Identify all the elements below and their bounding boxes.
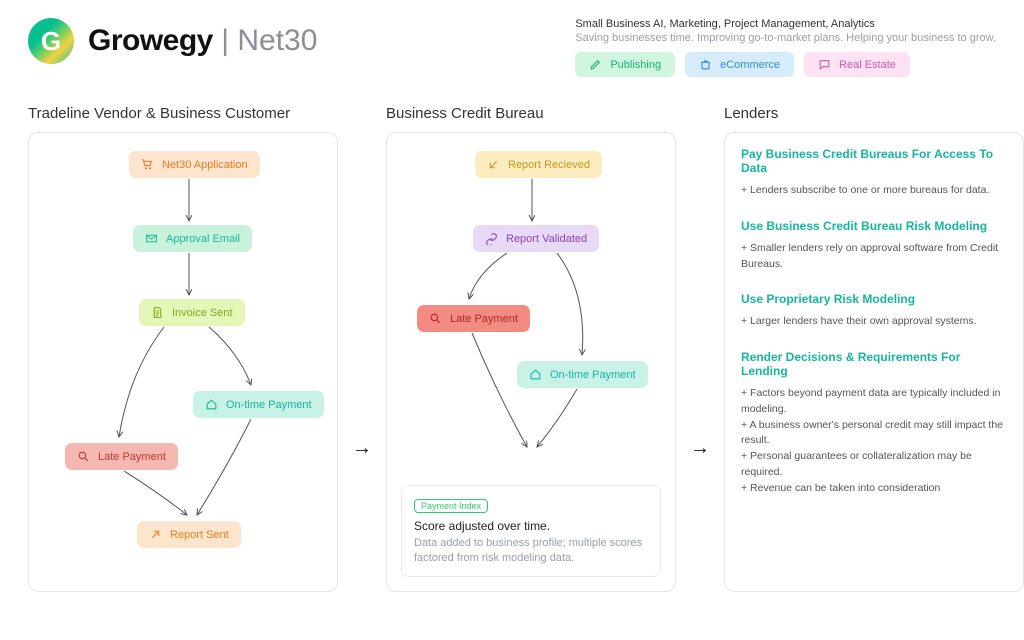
info-card: Payment Index Score adjusted over time. …: [401, 485, 661, 577]
brand-separator: |: [213, 24, 237, 57]
tagline: Small Business AI, Marketing, Project Ma…: [575, 18, 996, 77]
arrow-2-3: →: [690, 437, 710, 460]
node-ontime: On-time Payment: [517, 361, 648, 388]
node-label: Net30 Application: [162, 159, 248, 171]
section-title: Use Proprietary Risk Modeling: [741, 292, 1007, 306]
info-badge: Payment Index: [414, 499, 488, 513]
node-label: Approval Email: [166, 233, 240, 245]
col-3: Lenders Pay Business Credit Bureaus For …: [724, 105, 1024, 592]
chip-label: eCommerce: [720, 59, 780, 71]
section-item: + Personal guarantees or collateralizati…: [741, 449, 1007, 481]
node-label: Report Validated: [506, 233, 587, 245]
section-item: + Factors beyond payment data are typica…: [741, 386, 1007, 418]
cart-icon: [141, 158, 154, 171]
section-title: Pay Business Credit Bureaus For Access T…: [741, 147, 1007, 175]
bag-icon: [699, 58, 712, 71]
pen-icon: [589, 58, 602, 71]
in-icon: [487, 158, 500, 171]
section-item: + Smaller lenders rely on approval softw…: [741, 241, 1007, 273]
home-icon: [529, 368, 542, 381]
search-icon: [77, 450, 90, 463]
chip-ecommerce[interactable]: eCommerce: [685, 52, 794, 77]
arrow-1-2: →: [352, 437, 372, 460]
chip-real-estate[interactable]: Real Estate: [804, 52, 910, 77]
col-1-title: Tradeline Vendor & Business Customer: [28, 105, 338, 122]
col-1: Tradeline Vendor & Business Customer Net…: [28, 105, 338, 592]
col-2: Business Credit Bureau Payment Index Sco…: [386, 105, 676, 592]
chip-label: Real Estate: [839, 59, 896, 71]
brand-product: Net30: [237, 24, 317, 57]
section-title: Render Decisions & Requirements For Lend…: [741, 350, 1007, 378]
node-recv: Report Recieved: [475, 151, 602, 178]
node-report: Report Sent: [137, 521, 241, 548]
panel-lenders: Pay Business Credit Bureaus For Access T…: [724, 132, 1024, 592]
brand: G Growegy | Net30: [28, 18, 317, 64]
node-late: Late Payment: [65, 443, 178, 470]
lenders-section-3: Render Decisions & Requirements For Lend…: [741, 350, 1007, 496]
node-label: Report Recieved: [508, 159, 590, 171]
section-item: + A business owner's personal credit may…: [741, 418, 1007, 450]
node-invoice: Invoice Sent: [139, 299, 245, 326]
tagline-head: Small Business AI, Marketing, Project Ma…: [575, 18, 996, 30]
node-label: On-time Payment: [226, 399, 312, 411]
chip-publishing[interactable]: Publishing: [575, 52, 675, 77]
arrow-icon: [149, 528, 162, 541]
search-icon: [429, 312, 442, 325]
panel-tradeline: Net30 Application Approval Email Invoice S…: [28, 132, 338, 592]
chip-row: Publishing eCommerce Real Estate: [575, 52, 996, 77]
lenders-section-2: Use Proprietary Risk Modeling + Larger le…: [741, 292, 1007, 330]
section-item: + Larger lenders have their own approval…: [741, 314, 1007, 330]
chip-label: Publishing: [610, 59, 661, 71]
panel-bureau: Payment Index Score adjusted over time. …: [386, 132, 676, 592]
node-label: Report Sent: [170, 529, 229, 541]
doc-icon: [151, 306, 164, 319]
lenders-section-0: Pay Business Credit Bureaus For Access T…: [741, 147, 1007, 199]
node-label: Late Payment: [98, 451, 166, 463]
node-label: Invoice Sent: [172, 307, 233, 319]
header: G Growegy | Net30 Small Business AI, Mar…: [28, 18, 996, 77]
link-icon: [485, 232, 498, 245]
mail-icon: [145, 232, 158, 245]
section-title: Use Business Credit Bureau Risk Modeling: [741, 219, 1007, 233]
node-email: Approval Email: [133, 225, 252, 252]
section-item: + Lenders subscribe to one or more burea…: [741, 183, 1007, 199]
lenders-section-1: Use Business Credit Bureau Risk Modeling…: [741, 219, 1007, 273]
col-3-title: Lenders: [724, 105, 1024, 122]
info-title: Score adjusted over time.: [414, 519, 648, 533]
node-label: Late Payment: [450, 313, 518, 325]
home-icon: [205, 398, 218, 411]
node-late: Late Payment: [417, 305, 530, 332]
node-valid: Report Validated: [473, 225, 599, 252]
brand-title-block: Growegy | Net30: [88, 24, 317, 58]
node-ontime: On-time Payment: [193, 391, 324, 418]
tagline-sub: Saving businesses time. Improving go-to-…: [575, 32, 996, 44]
info-body: Data added to business profile; multiple…: [414, 536, 648, 566]
brand-name: Growegy: [88, 24, 213, 57]
chat-icon: [818, 58, 831, 71]
node-app: Net30 Application: [129, 151, 260, 178]
logo: G: [28, 18, 74, 64]
node-label: On-time Payment: [550, 369, 636, 381]
section-item: + Revenue can be taken into consideratio…: [741, 481, 1007, 497]
col-2-title: Business Credit Bureau: [386, 105, 676, 122]
